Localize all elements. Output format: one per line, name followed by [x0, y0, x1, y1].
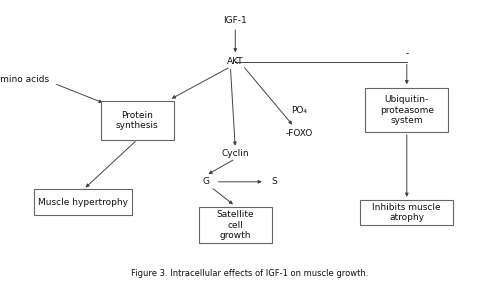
- FancyBboxPatch shape: [365, 89, 448, 132]
- Text: Protein
synthesis: Protein synthesis: [116, 111, 158, 130]
- Text: Amino acids: Amino acids: [0, 75, 49, 84]
- Text: IGF-1: IGF-1: [224, 16, 247, 25]
- Text: Figure 3. Intracellular effects of IGF-1 on muscle growth.: Figure 3. Intracellular effects of IGF-1…: [132, 269, 368, 278]
- Text: -FOXO: -FOXO: [286, 129, 312, 138]
- FancyBboxPatch shape: [360, 200, 454, 225]
- FancyBboxPatch shape: [100, 101, 174, 140]
- Text: PO₄: PO₄: [291, 106, 307, 115]
- Text: Ubiquitin-
proteasome
system: Ubiquitin- proteasome system: [380, 95, 434, 125]
- Text: S: S: [272, 177, 278, 186]
- FancyBboxPatch shape: [198, 207, 272, 243]
- Text: Muscle hypertrophy: Muscle hypertrophy: [38, 198, 128, 207]
- Text: Inhibits muscle
atrophy: Inhibits muscle atrophy: [372, 203, 441, 222]
- Text: -: -: [405, 49, 408, 58]
- FancyBboxPatch shape: [34, 189, 132, 215]
- Text: Satellite
cell
growth: Satellite cell growth: [216, 210, 254, 240]
- Text: Cyclin: Cyclin: [222, 149, 249, 158]
- Text: G: G: [202, 177, 209, 186]
- Text: AKT: AKT: [227, 57, 244, 66]
